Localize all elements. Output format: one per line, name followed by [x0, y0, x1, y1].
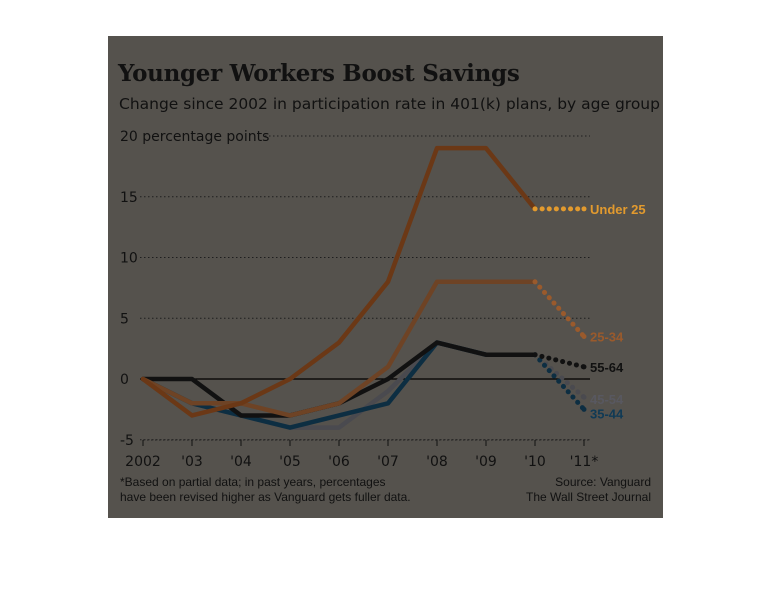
labels: 20 percentage points 15 10 5 0 -5 2002 '03 '04 '0…: [120, 129, 646, 470]
y-tick-label: 10: [120, 251, 138, 267]
footnote-line-2: have been revised higher as Vanguard get…: [120, 490, 411, 504]
chart-title: Younger Workers Boost Savings: [118, 60, 520, 87]
y-tick-label: 0: [120, 372, 129, 388]
x-tick-label: '10: [524, 454, 546, 470]
series-projection: [532, 352, 587, 370]
series-projection: [532, 352, 587, 400]
series-label: 25-34: [590, 329, 624, 344]
x-tick-label: '07: [377, 454, 399, 470]
series-endpoint: [581, 394, 587, 400]
series-endpoint: [581, 364, 587, 370]
series-label: 55-64: [590, 360, 624, 375]
series-line: [140, 145, 538, 418]
source-line-2: The Wall Street Journal: [526, 490, 651, 504]
source-note: Source: Vanguard The Wall Street Journal: [526, 475, 651, 505]
y-tick-label: -5: [120, 433, 134, 449]
x-tick-label: '03: [181, 454, 203, 470]
series-line: [140, 279, 538, 418]
series-label: 35-44: [590, 406, 624, 421]
series-endpoint: [581, 206, 587, 212]
y-tick-label: 15: [120, 190, 138, 206]
source-line-1: Source: Vanguard: [555, 475, 651, 489]
series-label: Under 25: [590, 202, 646, 217]
x-tick-label: '11*: [570, 454, 599, 470]
footnote-line-1: *Based on partial data; in past years, p…: [120, 475, 386, 489]
y-tick-label: 5: [120, 311, 129, 327]
series-label: 45-54: [590, 392, 624, 407]
series-endpoint: [581, 406, 587, 412]
footnote: *Based on partial data; in past years, p…: [120, 475, 450, 505]
series-projection: [532, 279, 587, 339]
gridlines: [140, 135, 590, 446]
series-endpoint: [581, 333, 587, 339]
x-tick-label: '04: [230, 454, 252, 470]
y-tick-label: 20 percentage points: [120, 129, 269, 145]
x-tick-label: '05: [279, 454, 301, 470]
x-tick-label: 2002: [125, 454, 161, 470]
chart-panel: [108, 36, 663, 518]
x-tick-label: '08: [426, 454, 448, 470]
x-tick-label: '09: [475, 454, 497, 470]
x-tick-label: '06: [328, 454, 350, 470]
series-lines: [140, 145, 587, 430]
series-projection: [532, 352, 587, 412]
chart-subtitle: Change since 2002 in participation rate …: [119, 95, 660, 113]
